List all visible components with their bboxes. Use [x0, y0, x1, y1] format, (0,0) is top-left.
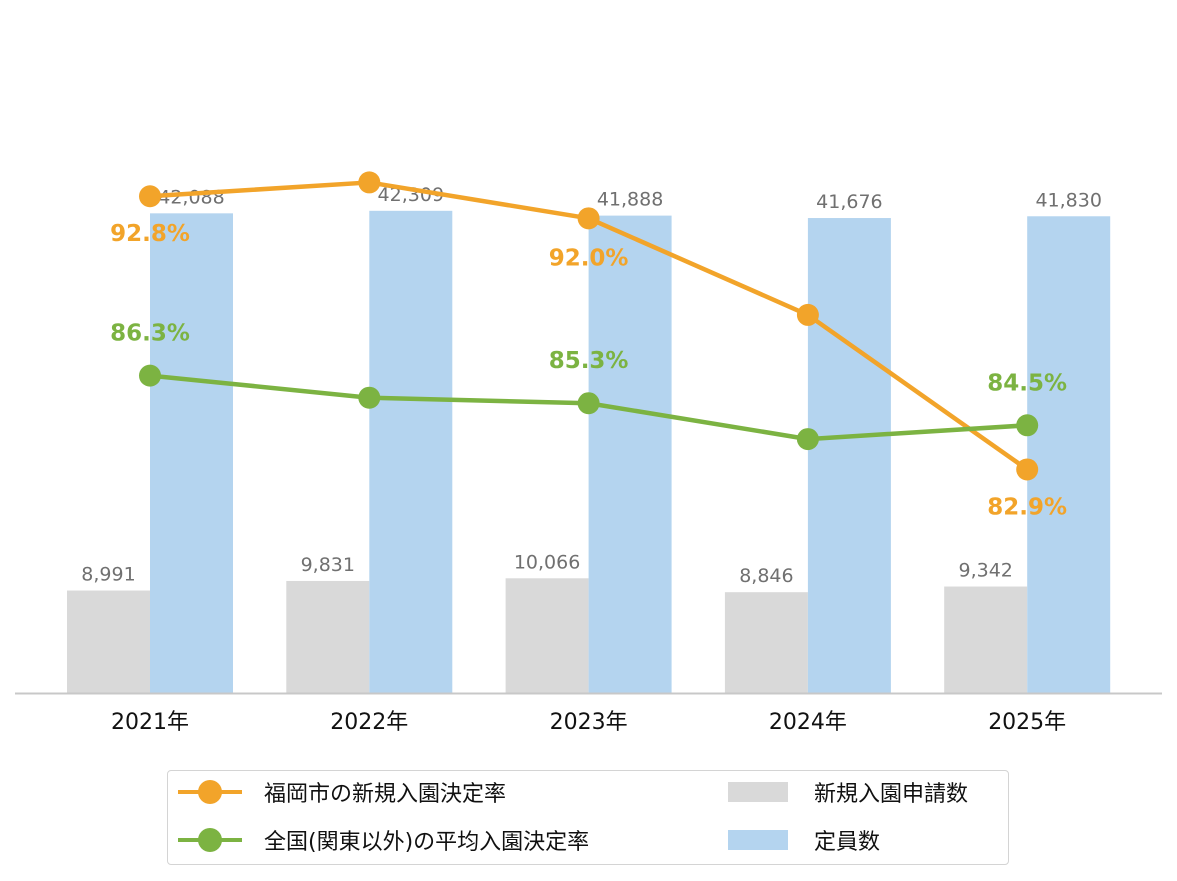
point-fukuoka: [796, 303, 819, 326]
point-national: [139, 364, 161, 387]
legend-bar-swatch: [728, 782, 788, 802]
legend-bar-swatch-icon: [728, 777, 792, 807]
x-tick-label: 2024年: [769, 710, 847, 735]
bar-capacity-label: 42,309: [378, 184, 444, 206]
point-fukuoka: [577, 207, 600, 230]
point-fukuoka: [358, 171, 381, 194]
bar-applications-label: 8,991: [81, 564, 135, 586]
bar-applications-label: 10,066: [514, 551, 580, 573]
x-tick-label: 2022年: [330, 710, 408, 735]
legend-dot-swatch: [198, 828, 222, 852]
bar-applications-label: 9,342: [958, 560, 1012, 582]
rate-label-fukuoka: 82.9%: [987, 494, 1067, 520]
point-national: [577, 392, 600, 415]
point-fukuoka: [1016, 458, 1039, 481]
rate-label-fukuoka: 92.8%: [110, 221, 190, 247]
bar-applications: [505, 578, 589, 693]
legend-item-line-1: 福岡市の新規入園決定率: [178, 777, 506, 807]
legend-item-bar-1: 新規入園申請数: [728, 777, 968, 807]
bar-applications: [286, 580, 370, 693]
bar-capacity-label: 41,888: [597, 189, 663, 211]
bar-applications: [944, 586, 1028, 693]
legend-bar-swatch: [728, 830, 788, 850]
bar-applications: [67, 590, 150, 693]
x-tick-label: 2021年: [111, 710, 189, 735]
bar-capacity: [588, 215, 672, 693]
legend-label: 新規入園申請数: [814, 782, 969, 807]
rate-label-national: 84.5%: [987, 370, 1067, 396]
x-tick-label: 2023年: [550, 710, 628, 735]
legend: 福岡市の新規入園決定率 全国(関東以外)の平均入園決定率 新規入園申請数 定員数: [167, 770, 1009, 865]
rate-label-fukuoka: 92.0%: [549, 245, 629, 271]
legend-item-bar-2: 定員数: [728, 825, 880, 855]
bar-applications: [724, 592, 808, 693]
bar-capacity: [1027, 216, 1111, 693]
point-fukuoka: [139, 185, 161, 208]
bar-applications-label: 8,846: [739, 565, 793, 587]
legend-bar-swatch-icon: [728, 825, 792, 855]
legend-label: 定員数: [814, 830, 881, 855]
legend-dot-swatch: [198, 780, 222, 804]
bar-capacity: [807, 218, 891, 694]
legend-line-marker-icon: [178, 825, 242, 855]
point-national: [796, 428, 819, 451]
bar-capacity: [369, 210, 453, 693]
bar-applications-label: 9,831: [301, 554, 355, 576]
legend-label: 福岡市の新規入園決定率: [264, 782, 507, 807]
point-national: [358, 386, 381, 409]
bar-capacity-label: 41,830: [1035, 189, 1101, 211]
bar-capacity: [150, 213, 233, 693]
legend-line-marker-icon: [178, 777, 242, 807]
x-tick-label: 2025年: [988, 710, 1066, 735]
rate-label-national: 85.3%: [549, 348, 629, 374]
bar-capacity-label: 41,676: [816, 191, 882, 213]
legend-label: 全国(関東以外)の平均入園決定率: [264, 830, 590, 855]
point-national: [1016, 414, 1039, 437]
rate-label-national: 86.3%: [110, 321, 190, 347]
legend-item-line-2: 全国(関東以外)の平均入園決定率: [178, 825, 589, 855]
